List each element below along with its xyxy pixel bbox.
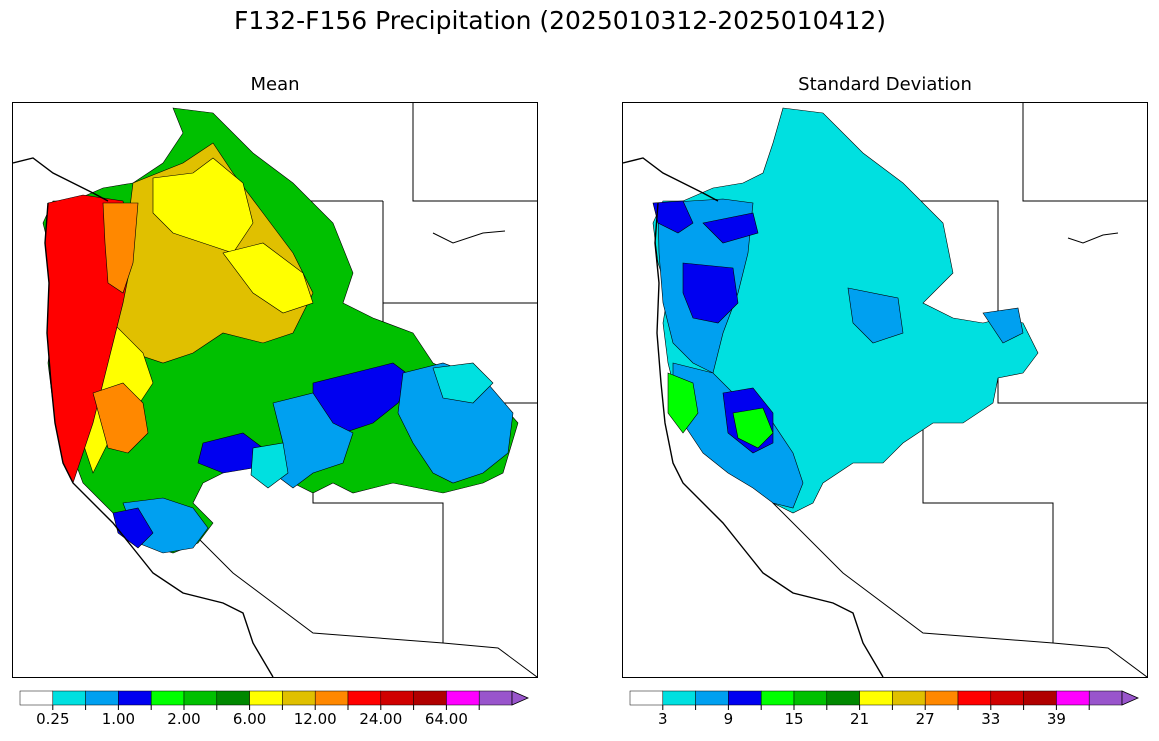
colorbar-segment — [1023, 690, 1057, 706]
colorbar-extend-arrow — [511, 690, 529, 706]
mean-colorbar — [19, 690, 530, 710]
colorbar-extend-arrow — [1121, 690, 1139, 706]
colorbar-tick-label: 2.00 — [167, 710, 201, 728]
mean-panel-title: Mean — [250, 74, 300, 95]
colorbar-segment — [760, 690, 795, 706]
colorbar-tick-label: 33 — [981, 710, 1001, 728]
colorbar-segment — [990, 690, 1024, 706]
colorbar-segment — [216, 690, 250, 706]
coastline — [623, 157, 884, 677]
colorbar-segment — [892, 690, 926, 706]
colorbar-segment — [662, 690, 696, 706]
std-colorbar — [629, 690, 1140, 710]
mean-map — [12, 102, 538, 678]
colorbar-segment — [695, 690, 729, 706]
colorbar-segment — [924, 690, 959, 706]
colorbar-tick-label: 9 — [723, 710, 734, 728]
colorbar-segment — [380, 690, 414, 706]
colorbar-segment — [183, 690, 218, 706]
std-colorbar-svg — [629, 690, 1139, 710]
colorbar-segment — [150, 690, 185, 706]
colorbar-segment — [52, 690, 86, 706]
figure-title: F132-F156 Precipitation (2025010312-2025… — [233, 6, 886, 35]
colorbar-tick-label: 24.00 — [359, 710, 403, 728]
colorbar-tick-label: 0.25 — [36, 710, 70, 728]
colorbar-segment — [85, 690, 119, 706]
colorbar-tick-label: 21 — [850, 710, 870, 728]
mean-map-svg — [13, 103, 537, 677]
colorbar-segment — [19, 690, 54, 706]
colorbar-tick-label: 39 — [1046, 710, 1066, 728]
colorbar-tick-label: 3 — [658, 710, 668, 728]
std-panel-title: Standard Deviation — [798, 74, 972, 95]
colorbar-segment — [282, 690, 316, 706]
colorbar-tick-label: 15 — [784, 710, 804, 728]
colorbar-tick-label: 27 — [915, 710, 935, 728]
colorbar-segment — [859, 690, 893, 706]
colorbar-segment — [249, 690, 283, 706]
colorbar-segment — [118, 690, 152, 706]
std-map — [622, 102, 1148, 678]
colorbar-segment — [629, 690, 664, 706]
colorbar-tick-label: 64.00 — [424, 710, 468, 728]
colorbar-segment — [347, 690, 382, 706]
std-map-svg — [623, 103, 1147, 677]
colorbar-tick-label: 1.00 — [101, 710, 136, 728]
std-precip-fills — [652, 107, 1039, 514]
colorbar-tick-label: 12.00 — [293, 710, 337, 728]
colorbar-segment — [413, 690, 447, 706]
colorbar-segment — [1056, 690, 1090, 706]
mean-precip-fills — [42, 107, 519, 554]
coastline — [13, 157, 274, 677]
colorbar-segment — [957, 690, 992, 706]
colorbar-tick-label: 6.00 — [232, 710, 267, 728]
colorbar-segment — [446, 690, 480, 706]
colorbar-segment — [728, 690, 762, 706]
colorbar-segment — [826, 690, 860, 706]
colorbar-segment — [793, 690, 828, 706]
colorbar-segment — [314, 690, 349, 706]
mean-colorbar-svg — [19, 690, 529, 710]
colorbar-segment — [478, 690, 513, 706]
colorbar-segment — [1088, 690, 1123, 706]
